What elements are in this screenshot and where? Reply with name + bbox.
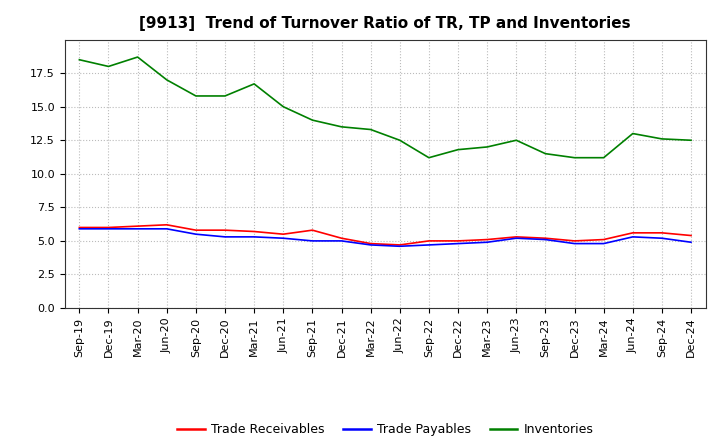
Inventories bbox=[687, 138, 696, 143]
Inventories bbox=[395, 138, 404, 143]
Line: Trade Payables: Trade Payables bbox=[79, 229, 691, 246]
Trade Payables bbox=[599, 241, 608, 246]
Inventories bbox=[220, 93, 229, 99]
Trade Payables bbox=[395, 244, 404, 249]
Inventories bbox=[629, 131, 637, 136]
Inventories bbox=[454, 147, 462, 152]
Inventories bbox=[425, 155, 433, 160]
Trade Payables bbox=[163, 226, 171, 231]
Inventories bbox=[163, 77, 171, 82]
Trade Payables bbox=[279, 235, 287, 241]
Trade Receivables bbox=[75, 225, 84, 230]
Legend: Trade Receivables, Trade Payables, Inventories: Trade Receivables, Trade Payables, Inven… bbox=[172, 418, 598, 440]
Inventories bbox=[541, 151, 550, 156]
Trade Receivables bbox=[366, 241, 375, 246]
Trade Payables bbox=[541, 237, 550, 242]
Trade Receivables bbox=[512, 234, 521, 239]
Trade Receivables bbox=[483, 237, 492, 242]
Trade Receivables bbox=[250, 229, 258, 234]
Inventories bbox=[366, 127, 375, 132]
Trade Receivables bbox=[104, 225, 113, 230]
Trade Receivables bbox=[395, 242, 404, 248]
Trade Receivables bbox=[570, 238, 579, 244]
Trade Receivables bbox=[599, 237, 608, 242]
Title: [9913]  Trend of Turnover Ratio of TR, TP and Inventories: [9913] Trend of Turnover Ratio of TR, TP… bbox=[140, 16, 631, 32]
Inventories bbox=[104, 64, 113, 69]
Trade Payables bbox=[308, 238, 317, 244]
Inventories bbox=[279, 104, 287, 109]
Trade Payables bbox=[425, 242, 433, 248]
Trade Payables bbox=[483, 240, 492, 245]
Trade Receivables bbox=[133, 224, 142, 229]
Trade Payables bbox=[133, 226, 142, 231]
Trade Payables bbox=[570, 241, 579, 246]
Trade Payables bbox=[104, 226, 113, 231]
Trade Payables bbox=[657, 235, 666, 241]
Inventories bbox=[75, 57, 84, 62]
Line: Trade Receivables: Trade Receivables bbox=[79, 225, 691, 245]
Trade Payables bbox=[75, 226, 84, 231]
Trade Receivables bbox=[192, 227, 200, 233]
Inventories bbox=[133, 55, 142, 60]
Trade Receivables bbox=[541, 235, 550, 241]
Inventories bbox=[599, 155, 608, 160]
Line: Inventories: Inventories bbox=[79, 57, 691, 158]
Trade Receivables bbox=[163, 222, 171, 227]
Trade Payables bbox=[512, 235, 521, 241]
Trade Payables bbox=[250, 234, 258, 239]
Trade Payables bbox=[687, 240, 696, 245]
Inventories bbox=[570, 155, 579, 160]
Trade Payables bbox=[192, 231, 200, 237]
Trade Payables bbox=[454, 241, 462, 246]
Inventories bbox=[337, 124, 346, 129]
Inventories bbox=[250, 81, 258, 87]
Trade Payables bbox=[337, 238, 346, 244]
Trade Receivables bbox=[454, 238, 462, 244]
Trade Receivables bbox=[657, 230, 666, 235]
Trade Payables bbox=[366, 242, 375, 248]
Trade Receivables bbox=[220, 227, 229, 233]
Trade Receivables bbox=[279, 231, 287, 237]
Trade Receivables bbox=[687, 233, 696, 238]
Trade Payables bbox=[629, 234, 637, 239]
Trade Receivables bbox=[337, 235, 346, 241]
Trade Receivables bbox=[629, 230, 637, 235]
Trade Payables bbox=[220, 234, 229, 239]
Trade Receivables bbox=[425, 238, 433, 244]
Inventories bbox=[192, 93, 200, 99]
Trade Receivables bbox=[308, 227, 317, 233]
Inventories bbox=[308, 117, 317, 123]
Inventories bbox=[512, 138, 521, 143]
Inventories bbox=[657, 136, 666, 142]
Inventories bbox=[483, 144, 492, 150]
